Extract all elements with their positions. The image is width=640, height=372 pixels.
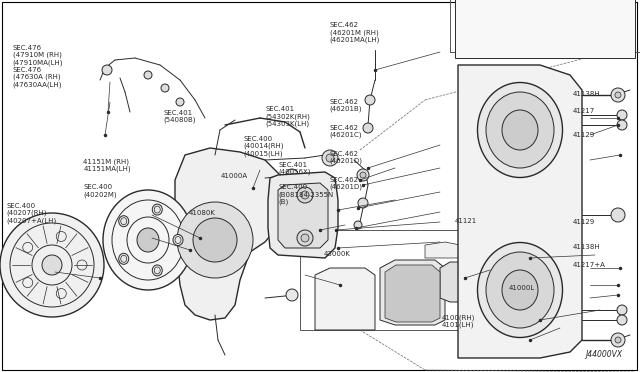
Circle shape <box>286 289 298 301</box>
Ellipse shape <box>137 228 159 252</box>
Circle shape <box>286 169 298 181</box>
Circle shape <box>617 120 627 130</box>
Circle shape <box>176 98 184 106</box>
Circle shape <box>617 305 627 315</box>
Ellipse shape <box>119 253 129 264</box>
Circle shape <box>161 84 169 92</box>
Text: SEC.462
(46201M (RH)
(46201MA(LH): SEC.462 (46201M (RH) (46201MA(LH) <box>330 22 380 43</box>
Text: SEC.400
(B08184-2355N
(B): SEC.400 (B08184-2355N (B) <box>278 184 333 205</box>
Polygon shape <box>315 268 375 330</box>
Polygon shape <box>175 148 285 320</box>
Ellipse shape <box>477 83 563 177</box>
Text: 41129: 41129 <box>573 219 595 225</box>
Circle shape <box>615 337 621 343</box>
Text: 41129: 41129 <box>573 132 595 138</box>
Circle shape <box>354 221 362 229</box>
Text: 41080K: 41080K <box>189 210 216 216</box>
Circle shape <box>357 169 369 181</box>
Circle shape <box>611 333 625 347</box>
Circle shape <box>322 150 338 166</box>
Circle shape <box>617 110 627 120</box>
Circle shape <box>358 198 368 208</box>
Circle shape <box>144 71 152 79</box>
Text: 41000A: 41000A <box>221 173 248 179</box>
Circle shape <box>193 218 237 262</box>
Ellipse shape <box>173 234 183 246</box>
Text: SEC.400
(40207(RH)
(40207+A(LH): SEC.400 (40207(RH) (40207+A(LH) <box>6 203 57 224</box>
Circle shape <box>617 315 627 325</box>
Text: SEC.462
(46201D): SEC.462 (46201D) <box>330 177 363 190</box>
Text: SEC.401
(54302K(RH)
(54303K(LH): SEC.401 (54302K(RH) (54303K(LH) <box>266 106 310 127</box>
Bar <box>450 0 640 52</box>
Polygon shape <box>385 265 440 322</box>
Bar <box>300 230 500 330</box>
Text: SEC.462
(46201C): SEC.462 (46201C) <box>330 125 362 138</box>
Polygon shape <box>440 262 478 302</box>
Circle shape <box>42 255 62 275</box>
Text: 41151M (RH)
41151MA(LH): 41151M (RH) 41151MA(LH) <box>83 158 131 172</box>
Ellipse shape <box>486 92 554 168</box>
Circle shape <box>301 191 309 199</box>
Circle shape <box>301 234 309 242</box>
Circle shape <box>326 154 334 162</box>
Text: SEC.462
(46201D): SEC.462 (46201D) <box>330 151 363 164</box>
Text: 41217: 41217 <box>573 108 595 114</box>
Circle shape <box>611 208 625 222</box>
Text: SEC.401
(54080B): SEC.401 (54080B) <box>163 110 196 123</box>
Ellipse shape <box>119 216 129 227</box>
Text: 41121: 41121 <box>454 218 477 224</box>
Circle shape <box>297 187 313 203</box>
Circle shape <box>615 92 621 98</box>
Text: 43000K: 43000K <box>323 251 350 257</box>
Circle shape <box>611 88 625 102</box>
Text: SEC.476
(47910M (RH)
(47910MA(LH)
SEC.476
(47630A (RH)
(47630AA(LH): SEC.476 (47910M (RH) (47910MA(LH) SEC.47… <box>13 45 63 88</box>
Circle shape <box>297 230 313 246</box>
Text: SEC.400
(40202M): SEC.400 (40202M) <box>83 184 117 198</box>
Ellipse shape <box>103 190 193 290</box>
Ellipse shape <box>502 110 538 150</box>
Text: 41217+A: 41217+A <box>573 262 605 268</box>
Text: 41138H: 41138H <box>573 244 600 250</box>
Ellipse shape <box>152 204 163 215</box>
Text: SEC.400
(40014(RH)
(40015(LH): SEC.400 (40014(RH) (40015(LH) <box>243 136 284 157</box>
Text: SEC.401
(40056X): SEC.401 (40056X) <box>278 162 311 175</box>
Polygon shape <box>380 260 445 325</box>
Circle shape <box>363 123 373 133</box>
Circle shape <box>365 95 375 105</box>
Polygon shape <box>458 65 582 358</box>
Text: 4100(RH)
4101(LH): 4100(RH) 4101(LH) <box>442 314 475 328</box>
Circle shape <box>177 202 253 278</box>
Ellipse shape <box>502 270 538 310</box>
Ellipse shape <box>486 252 554 328</box>
Text: 41000L: 41000L <box>509 285 535 291</box>
Text: 41138H: 41138H <box>573 91 600 97</box>
Polygon shape <box>268 172 338 258</box>
Text: SEC.462
(46201B): SEC.462 (46201B) <box>330 99 362 112</box>
Circle shape <box>102 65 112 75</box>
Text: J44000VX: J44000VX <box>586 350 623 359</box>
Polygon shape <box>425 242 460 258</box>
Ellipse shape <box>152 265 163 276</box>
Circle shape <box>360 172 366 178</box>
Polygon shape <box>278 183 328 248</box>
Bar <box>455 0 635 58</box>
Ellipse shape <box>477 243 563 337</box>
Circle shape <box>0 213 104 317</box>
